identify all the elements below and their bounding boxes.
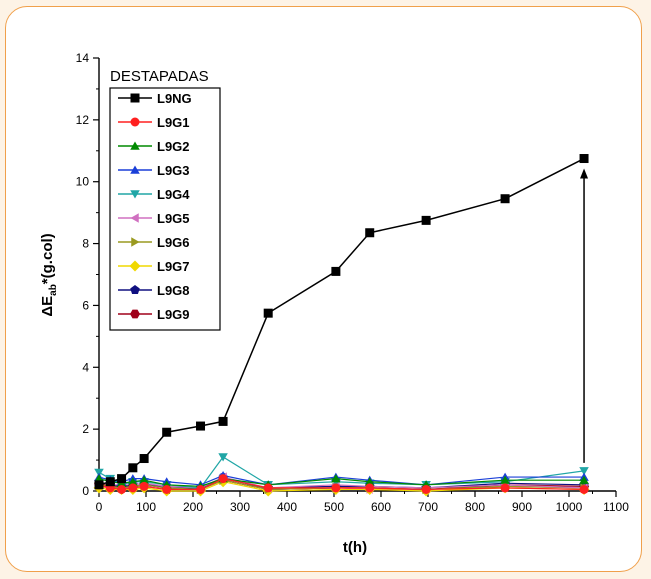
legend-item-l9g1: L9G1 <box>118 115 190 130</box>
data-point <box>500 194 510 204</box>
chart-axes: 0 100 200 300 400 500 600 700 800 900 1000 1100 0 2 4 6… <box>76 51 630 514</box>
y-tick-label: 12 <box>76 113 90 127</box>
legend-item-l9ng: L9NG <box>118 91 192 106</box>
legend-label: L9G6 <box>157 235 190 250</box>
y-tick-label: 8 <box>82 237 89 251</box>
data-point <box>162 427 172 437</box>
data-point <box>105 477 115 487</box>
legend-label: L9G7 <box>157 259 190 274</box>
chart-frame: 0 100 200 300 400 500 600 700 800 900 1000 1100 0 2 4 6… <box>5 6 642 572</box>
legend-label: L9G2 <box>157 139 190 154</box>
legend-marker <box>131 237 140 247</box>
legend: DESTAPADAS L9NG L9G1 L9G2 L9G3 L9G4 L9G5 L9G6 L9… <box>109 68 221 331</box>
data-point <box>128 483 138 493</box>
arrow-head <box>580 168 589 179</box>
data-point <box>331 474 341 483</box>
legend-label: L9NG <box>157 91 192 106</box>
y-tick-label: 14 <box>76 51 90 65</box>
data-point <box>365 483 375 493</box>
data-point <box>218 453 228 462</box>
data-point <box>128 477 138 486</box>
legend-title: DESTAPADAS <box>110 68 209 85</box>
legend-label: L9G4 <box>157 187 190 202</box>
legend-item-l9g7: L9G7 <box>118 259 190 274</box>
data-point <box>94 480 104 490</box>
data-point <box>263 308 273 318</box>
line-chart: 0 100 200 300 400 500 600 700 800 900 1000 1100 0 2 4 6… <box>39 51 630 556</box>
x-tick-label: 600 <box>371 500 391 514</box>
data-point <box>139 454 149 464</box>
x-tick-label: 900 <box>512 500 532 514</box>
legend-label: L9G9 <box>157 307 190 322</box>
data-point <box>117 474 127 484</box>
y-axis-label-subscript: ab <box>48 284 59 296</box>
series-layer <box>93 154 590 497</box>
legend-label: L9G3 <box>157 163 190 178</box>
x-tick-label: 500 <box>324 500 344 514</box>
data-point <box>365 228 375 238</box>
data-point <box>364 477 375 486</box>
legend-marker <box>130 141 140 150</box>
data-point <box>500 483 510 493</box>
legend-item-l9g9: L9G9 <box>118 307 190 322</box>
data-point <box>331 483 341 493</box>
data-point <box>218 474 228 484</box>
x-tick-label: 300 <box>230 500 250 514</box>
y-tick-label: 10 <box>76 175 90 189</box>
data-point <box>421 215 431 225</box>
y-tick-label: 0 <box>82 484 89 498</box>
y-axis-label: ΔEab*(g.col) <box>39 233 59 316</box>
legend-marker <box>130 93 140 103</box>
y-tick-label: 6 <box>82 298 89 312</box>
legend-label: L9G1 <box>157 115 190 130</box>
legend-marker <box>130 117 140 127</box>
data-point <box>579 475 589 484</box>
legend-item-l9g3: L9G3 <box>118 163 190 178</box>
legend-marker <box>129 260 141 272</box>
legend-item-l9g4: L9G4 <box>118 187 190 202</box>
data-point <box>139 481 149 491</box>
data-point <box>117 484 127 494</box>
data-point <box>196 484 206 494</box>
legend-item-l9g6: L9G6 <box>118 235 190 250</box>
y-axis-label-main: ΔE <box>39 296 56 317</box>
legend-marker <box>130 285 140 295</box>
data-point <box>500 475 510 484</box>
data-point <box>579 484 589 494</box>
y-tick-label: 4 <box>82 360 89 374</box>
data-point <box>128 463 138 473</box>
data-point <box>421 484 431 494</box>
data-point <box>196 421 206 431</box>
x-tick-label: 100 <box>136 500 156 514</box>
legend-marker <box>130 165 140 174</box>
legend-item-l9g5: L9G5 <box>118 211 190 226</box>
x-tick-label: 400 <box>277 500 297 514</box>
x-axis-label: t(h) <box>343 539 367 556</box>
legend-marker <box>130 190 140 199</box>
x-tick-label: 1000 <box>556 500 583 514</box>
x-tick-label: 1100 <box>603 500 629 514</box>
x-tick-label: 0 <box>96 500 103 514</box>
x-tick-label: 200 <box>183 500 203 514</box>
x-tick-label: 700 <box>418 500 438 514</box>
y-axis-label-rest: *(g.col) <box>39 233 56 284</box>
legend-marker <box>130 213 139 223</box>
legend-label: L9G8 <box>157 283 190 298</box>
data-point <box>579 154 589 164</box>
data-point <box>263 483 273 493</box>
legend-label: L9G5 <box>157 211 190 226</box>
legend-box <box>109 87 221 331</box>
legend-marker <box>130 309 140 319</box>
data-point <box>162 484 172 494</box>
data-point <box>579 467 589 476</box>
data-point <box>331 266 341 276</box>
y-tick-label: 2 <box>82 422 89 436</box>
data-point <box>218 416 228 426</box>
annotation-arrow <box>580 168 589 463</box>
legend-item-l9g8: L9G8 <box>118 283 190 298</box>
x-tick-label: 800 <box>465 500 485 514</box>
series-l9ng <box>94 154 589 490</box>
data-point <box>139 475 149 484</box>
legend-item-l9g2: L9G2 <box>118 139 190 154</box>
